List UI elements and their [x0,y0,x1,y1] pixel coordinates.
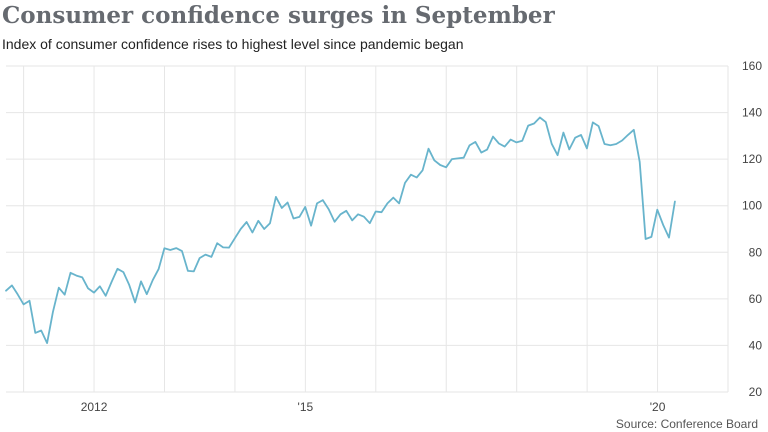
y-tick-label: 140 [742,106,762,120]
x-axis: 2012 '15 '20 [81,400,666,414]
grid-layer [6,65,729,393]
source-note: Source: Conference Board [615,417,758,431]
y-tick-label: 80 [749,245,763,259]
y-tick-label: 160 [742,59,762,73]
y-tick-label: 40 [749,338,763,352]
series-line [5,116,676,345]
y-tick-label: 60 [749,292,763,306]
chart-title: Consumer confidence surges in September [2,2,555,29]
y-tick-label: 20 [749,385,763,399]
y-tick-label: 120 [742,152,762,166]
y-tick-label: 100 [742,199,762,213]
series-layer [5,116,676,345]
x-tick-label: '15 [298,400,314,414]
x-tick-label: '20 [650,400,666,414]
x-tick-label: 2012 [81,400,108,414]
y-axis: 20 40 60 80 100 120 140 160 [742,59,762,399]
chart-subtitle: Index of consumer confidence rises to hi… [2,36,464,52]
